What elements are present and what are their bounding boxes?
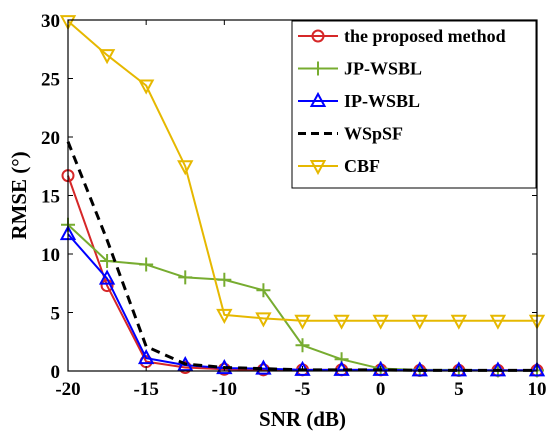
data-point [178, 270, 193, 285]
x-tick-label: -10 [212, 379, 237, 400]
data-point [217, 272, 232, 287]
y-tick-label: 5 [51, 304, 61, 325]
legend-label: WSpSF [344, 124, 403, 144]
x-tick-label: -5 [295, 379, 311, 400]
x-tick-label: 0 [376, 379, 386, 400]
data-point [216, 308, 233, 324]
y-tick-label: 25 [41, 70, 60, 91]
data-point [295, 338, 310, 353]
data-point [59, 15, 77, 31]
data-point [137, 79, 155, 95]
x-tick-label: -15 [134, 379, 159, 400]
y-tick-label: 30 [41, 11, 60, 32]
y-tick-label: 15 [41, 187, 60, 208]
data-point [98, 49, 116, 65]
data-point [411, 314, 428, 330]
data-point [372, 314, 389, 330]
legend-marker [309, 91, 327, 107]
y-axis-label: RMSE (°) [7, 151, 31, 239]
data-point [98, 269, 116, 285]
legend-marker [309, 160, 327, 176]
data-point [139, 257, 154, 272]
data-point [489, 314, 507, 330]
x-axis-label: SNR (dB) [259, 407, 346, 431]
legend-label: IP-WSBL [344, 91, 420, 111]
data-point [256, 283, 271, 298]
x-tick-label: 5 [454, 379, 464, 400]
series-4 [59, 15, 546, 330]
data-point [137, 349, 155, 365]
data-point [100, 254, 115, 269]
y-tick-label: 10 [41, 245, 60, 266]
x-tick-label: -20 [55, 379, 80, 400]
legend-label: JP-WSBL [344, 59, 422, 79]
y-tick-label: 0 [51, 362, 61, 383]
legend-marker [311, 29, 325, 43]
data-point [294, 314, 311, 330]
data-point [333, 314, 350, 330]
x-tick-label: 10 [528, 379, 547, 400]
legend-label: the proposed method [344, 26, 506, 46]
y-tick-label: 20 [41, 128, 60, 149]
series-line [67, 20, 537, 322]
legend-label: CBF [344, 156, 380, 176]
data-point [255, 312, 272, 328]
data-point [177, 160, 194, 176]
legend-box [291, 20, 537, 189]
legend: the proposed method JP-WSBL IP-WSBL WSpSF CB… [291, 20, 537, 189]
legend-marker [311, 61, 325, 76]
data-point [450, 314, 468, 330]
ticks-layer: -20 -15 -10 -5 0 5 10 0 5 10 15 20 25 30 [41, 11, 547, 400]
data-point [528, 361, 546, 377]
